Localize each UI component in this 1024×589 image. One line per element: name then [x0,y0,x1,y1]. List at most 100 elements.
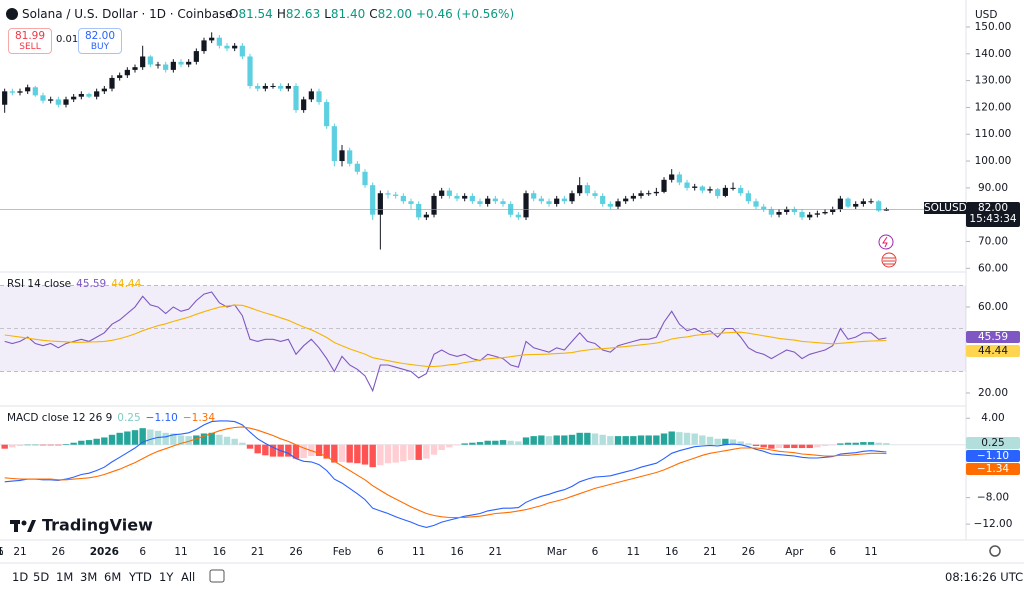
symbol-title[interactable]: Solana / U.S. Dollar · 1D · Coinbase [22,7,233,21]
histogram-bar [568,434,576,445]
candle-body [316,91,322,103]
signal-value-tag: −1.34 [966,463,1020,475]
candle-body [569,193,575,202]
candle-body [239,45,245,57]
range-button[interactable]: 6M [104,570,122,584]
candle-body [730,187,736,189]
hist-value-tag: 0.25 [966,437,1020,449]
histogram-bar [392,444,399,463]
candle-body [684,182,690,188]
histogram-bar [185,436,192,445]
candle-body [178,61,184,65]
candle-body [546,201,552,204]
candle-body [692,186,698,188]
candle-body [147,56,153,65]
candle-body [94,91,100,97]
macd-line [4,426,887,519]
histogram-bar [599,434,606,445]
candle-body [278,85,284,89]
range-button[interactable]: 5D [33,570,50,584]
buy-button[interactable]: 82.00 BUY [78,28,122,54]
candle-body [523,193,529,218]
range-button[interactable]: All [181,570,196,584]
candle-body [101,88,107,92]
range-button[interactable]: 1D [12,570,29,584]
histogram-bar [346,444,353,463]
y-tick-label: 110.00 [975,128,1012,140]
candle-body [155,64,161,66]
clock: 08:16:26 UTC [945,570,1024,584]
histogram-bar [791,444,798,449]
candle-body [584,185,590,194]
candle-body [868,201,874,203]
candle-body [515,214,521,218]
histogram-bar [24,444,31,446]
ohlc-key: C [369,7,378,21]
histogram-bar [476,442,484,445]
histogram-bar [438,444,445,451]
histogram-bar [798,444,806,449]
histogram-bar [453,444,461,446]
candles [2,32,889,250]
histogram-bar [691,433,698,445]
candle-body [117,75,123,78]
range-button[interactable]: 1Y [159,570,174,584]
event-icon[interactable] [878,234,894,250]
candle-body [71,96,77,100]
histogram-bar [16,444,24,447]
candle-body [193,51,199,62]
x-tick-label: 6 [829,546,836,558]
histogram-bar [354,444,361,464]
candle-body [745,193,751,202]
range-button[interactable]: YTD [129,570,152,584]
rsi-line [4,304,887,368]
histogram-bar [837,443,844,445]
candle-body [308,91,314,100]
histogram-bar [430,444,438,455]
candle-body [768,209,774,215]
candle-body [86,94,92,97]
y-tick-label: 100.00 [975,155,1012,167]
candle-body [393,194,399,196]
x-tick-label: 21 [489,546,502,558]
ohlc-readout: O81.54 H82.63 L81.40 C82.00 +0.46 (+0.56%) [225,7,514,21]
histogram-bar [752,444,760,447]
histogram-bar [285,444,292,457]
candle-body [607,203,613,207]
settings-icon[interactable] [989,545,1001,557]
histogram-bar [1,444,8,449]
candle-body [416,203,422,218]
histogram-bar [714,438,721,445]
histogram-bar [553,435,560,445]
last-price-tag: 82.00 15:43:34 [966,202,1020,227]
sell-button[interactable]: 81.99 SELL [8,28,52,54]
histogram-bar [55,444,62,446]
y-tick-label: 70.00 [978,236,1008,248]
histogram-bar [369,444,376,468]
histogram-bar [231,438,238,445]
x-tick-label: 16 [0,546,4,558]
candle-body [48,99,54,101]
histogram-bar [860,442,867,445]
candle-body [761,206,767,210]
candle-body [722,187,728,196]
flag-icon[interactable] [881,252,897,268]
histogram-bar [246,444,254,449]
histogram-bar [821,444,829,447]
ohlc-key: H [276,7,286,21]
range-button[interactable]: 1M [56,570,74,584]
candle-body [837,198,843,210]
histogram-bar [39,444,47,446]
ohlc-value: 81.54 [238,7,273,21]
currency-button[interactable]: USD [975,9,998,21]
range-button[interactable]: 3M [80,570,98,584]
candle-body [814,213,820,215]
calendar-icon[interactable] [209,569,225,583]
candle-body [385,193,391,195]
macd-legend: MACD close 12 26 9 0.25 −1.10 −1.34 [7,412,220,424]
histogram-bar [614,436,622,445]
rsi-value-tag: 45.59 [966,331,1020,343]
histogram-bar [131,430,139,445]
candle-body [822,212,828,214]
histogram-bar [775,444,783,449]
